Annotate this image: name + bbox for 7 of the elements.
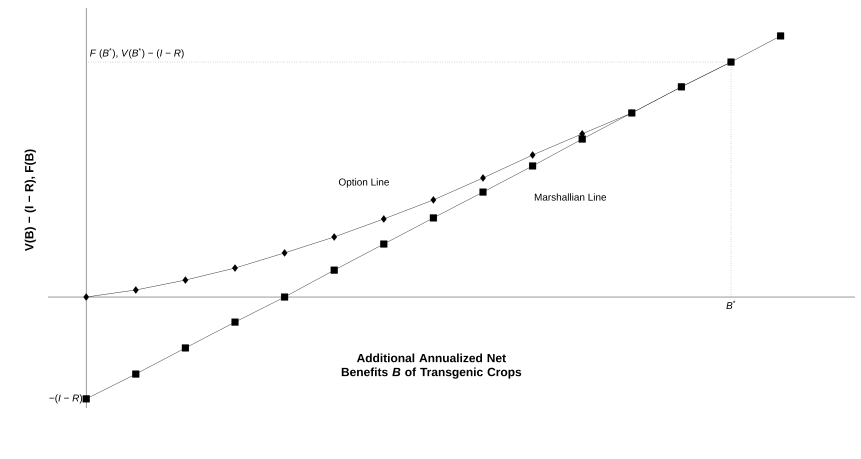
y-axis-title: V(B) − (I − R), F(B) bbox=[24, 149, 36, 252]
text: Marshallian Line bbox=[534, 193, 606, 201]
annotation: −(I − R) bbox=[49, 394, 82, 404]
text: F (B$^{*}$), V(B$^{*}$) − (I − R) bbox=[90, 48, 184, 59]
annotation: B$^{*}$ bbox=[726, 300, 736, 309]
text: Option Line bbox=[338, 178, 389, 188]
x-axis-title: Additional Annualized Net Benefits B of Transgenic Crops bbox=[342, 354, 522, 379]
